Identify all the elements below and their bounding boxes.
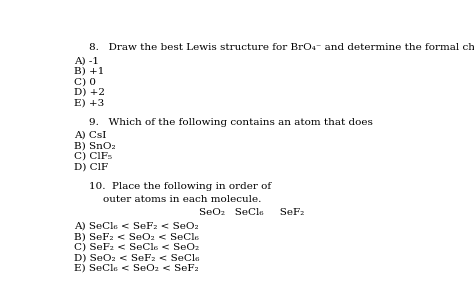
Text: SeO₂   SeCl₆     SeF₂: SeO₂ SeCl₆ SeF₂ bbox=[199, 208, 304, 217]
Text: outer atoms in each molecule.: outer atoms in each molecule. bbox=[103, 195, 262, 204]
Text: 8.   Draw the best Lewis structure for BrO₄⁻ and determine the formal charge on : 8. Draw the best Lewis structure for BrO… bbox=[89, 43, 474, 52]
Text: B) SeF₂ < SeO₂ < SeCl₆: B) SeF₂ < SeO₂ < SeCl₆ bbox=[74, 232, 199, 241]
Text: D) +2: D) +2 bbox=[74, 88, 105, 97]
Text: A) SeCl₆ < SeF₂ < SeO₂: A) SeCl₆ < SeF₂ < SeO₂ bbox=[74, 222, 199, 231]
Text: A) CsI: A) CsI bbox=[74, 131, 106, 140]
Text: A) -1: A) -1 bbox=[74, 56, 99, 65]
Text: B) +1: B) +1 bbox=[74, 67, 104, 76]
Text: E) +3: E) +3 bbox=[74, 98, 104, 107]
Text: C) ClF₅: C) ClF₅ bbox=[74, 152, 112, 161]
Text: D) ClF: D) ClF bbox=[74, 162, 108, 171]
Text: D) SeO₂ < SeF₂ < SeCl₆: D) SeO₂ < SeF₂ < SeCl₆ bbox=[74, 253, 200, 262]
Text: C) SeF₂ < SeCl₆ < SeO₂: C) SeF₂ < SeCl₆ < SeO₂ bbox=[74, 243, 199, 252]
Text: E) SeCl₆ < SeO₂ < SeF₂: E) SeCl₆ < SeO₂ < SeF₂ bbox=[74, 264, 199, 273]
Text: 9.   Which of the following contains an atom that does: 9. Which of the following contains an at… bbox=[89, 118, 376, 127]
Text: B) SnO₂: B) SnO₂ bbox=[74, 142, 116, 150]
Text: 10.  Place the following in order of: 10. Place the following in order of bbox=[89, 182, 274, 191]
Text: C) 0: C) 0 bbox=[74, 77, 96, 86]
